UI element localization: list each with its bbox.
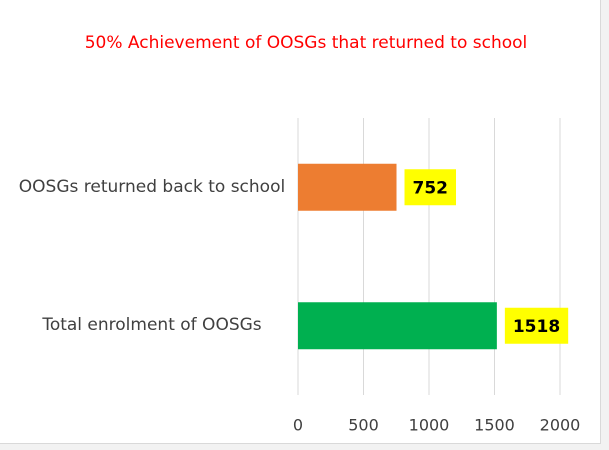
x-tick-label: 1000 xyxy=(409,416,450,435)
value-label: 752 xyxy=(413,178,449,198)
x-tick-label: 2000 xyxy=(540,416,581,435)
bar xyxy=(298,302,497,350)
chart-panel xyxy=(0,0,601,444)
chart-title: 50% Achievement of OOSGs that returned t… xyxy=(84,33,528,53)
category-label: OOSGs returned back to school xyxy=(18,176,286,197)
x-tick-label: 500 xyxy=(348,416,379,435)
category-label: Total enrolment of OOSGs xyxy=(42,315,262,336)
value-label-background xyxy=(404,169,457,206)
bar xyxy=(298,163,397,211)
x-tick-label: 1500 xyxy=(474,416,515,435)
value-label-background xyxy=(504,307,569,344)
x-tick-label: 0 xyxy=(293,416,303,435)
value-label: 1518 xyxy=(513,317,560,337)
